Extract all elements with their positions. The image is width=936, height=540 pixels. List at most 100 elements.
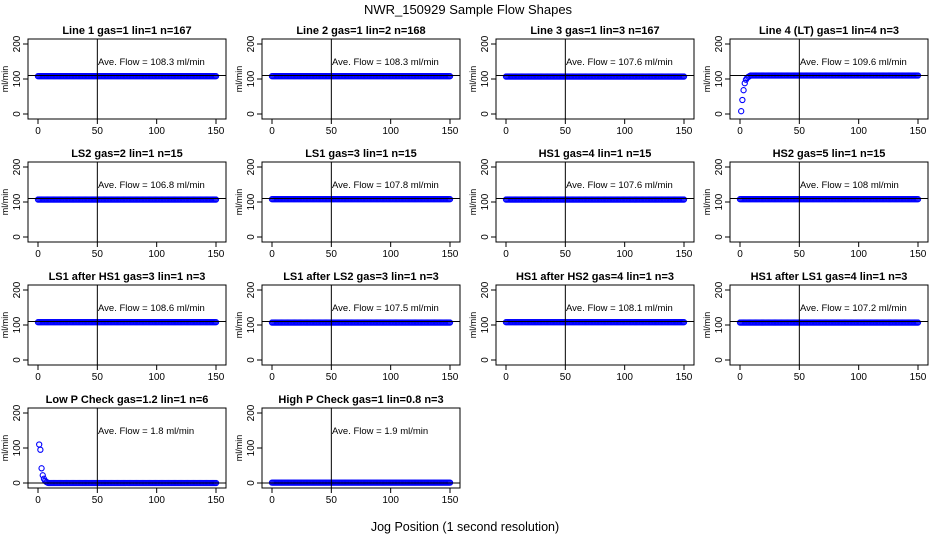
panel-title: HS2 gas=5 lin=1 n=15	[773, 148, 886, 160]
x-tick-label: 50	[92, 495, 104, 506]
panel-title: HS1 gas=4 lin=1 n=15	[539, 148, 652, 160]
y-axis-label: ml/min	[234, 66, 244, 93]
data-points	[36, 441, 220, 487]
average-flow-annotation: Ave. Flow = 107.5 ml/min	[332, 303, 439, 314]
x-tick-label: 50	[794, 372, 806, 383]
y-tick-label: 0	[714, 234, 725, 240]
data-point	[38, 465, 45, 472]
data-point	[212, 196, 220, 203]
data-point	[680, 319, 688, 326]
data-points	[502, 196, 688, 203]
y-tick-label: 0	[12, 480, 23, 486]
y-axis-label: ml/min	[0, 312, 10, 339]
chart-panel-2: Line 2 gas=1 lin=2 n=168 0 50 100 150 0 100 200…	[234, 25, 461, 137]
panel-title: LS1 after LS2 gas=3 lin=1 n=3	[283, 271, 439, 283]
chart-panel-12: HS1 after LS1 gas=4 lin=1 n=3 0 50 100 150 0 1…	[702, 271, 929, 383]
x-tick-label: 50	[794, 249, 806, 260]
y-tick-label: 100	[246, 439, 257, 456]
panel-title: LS2 gas=2 lin=1 n=15	[71, 148, 183, 160]
x-tick-label: 50	[92, 249, 104, 260]
chart-panel-13: Low P Check gas=1.2 lin=1 n=6 0 50 100 150 0 1…	[0, 394, 227, 506]
y-tick-label: 200	[714, 158, 725, 175]
y-tick-label: 200	[246, 404, 257, 421]
chart-panel-4: Line 4 (LT) gas=1 lin=4 n=3 0 50 100 150 0 100…	[702, 25, 929, 137]
x-tick-label: 150	[442, 249, 459, 260]
y-tick-label: 0	[12, 111, 23, 117]
x-tick-label: 150	[442, 126, 459, 137]
y-axis-label: ml/min	[702, 189, 712, 216]
x-tick-label: 0	[503, 249, 509, 260]
y-tick-label: 0	[246, 357, 257, 363]
panel-title: Low P Check gas=1.2 lin=1 n=6	[46, 394, 209, 406]
average-flow-annotation: Ave. Flow = 1.9 ml/min	[332, 426, 428, 437]
data-point	[39, 472, 46, 479]
panel-title: Line 2 gas=1 lin=2 n=168	[296, 25, 425, 37]
y-tick-label: 100	[714, 193, 725, 210]
average-flow-annotation: Ave. Flow = 106.8 ml/min	[98, 180, 205, 191]
y-tick-label: 0	[714, 357, 725, 363]
y-tick-label: 200	[714, 281, 725, 298]
data-points	[738, 72, 922, 115]
data-point	[446, 73, 454, 80]
y-axis-label: ml/min	[702, 66, 712, 93]
panel-title: LS1 gas=3 lin=1 n=15	[305, 148, 417, 160]
x-tick-label: 150	[208, 249, 225, 260]
x-tick-label: 50	[560, 372, 572, 383]
y-tick-label: 100	[714, 316, 725, 333]
panel-title: LS1 after HS1 gas=3 lin=1 n=3	[49, 271, 206, 283]
x-tick-label: 50	[326, 249, 338, 260]
average-flow-annotation: Ave. Flow = 107.6 ml/min	[566, 57, 673, 68]
chart-panel-7: HS1 gas=4 lin=1 n=15 0 50 100 150 0 100 200 ml/m…	[468, 148, 695, 260]
x-tick-label: 100	[382, 372, 399, 383]
panel-title: HS1 after HS2 gas=4 lin=1 n=3	[516, 271, 674, 283]
panel-title: Line 4 (LT) gas=1 lin=4 n=3	[759, 25, 899, 37]
chart-panel-8: HS2 gas=5 lin=1 n=15 0 50 100 150 0 100 200 ml/m…	[702, 148, 929, 260]
data-point	[212, 73, 220, 80]
y-tick-label: 0	[480, 111, 491, 117]
data-point	[738, 108, 745, 115]
data-point	[740, 87, 747, 94]
chart-panel-1: Line 1 gas=1 lin=1 n=167 0 50 100 150 0 100 200…	[0, 25, 227, 137]
data-point	[680, 73, 688, 80]
chart-panel-11: HS1 after HS2 gas=4 lin=1 n=3 0 50 100 150 0 1…	[468, 271, 695, 383]
x-tick-label: 150	[910, 249, 927, 260]
x-tick-label: 100	[850, 249, 867, 260]
y-tick-label: 0	[714, 111, 725, 117]
y-tick-label: 100	[480, 193, 491, 210]
average-flow-annotation: Ave. Flow = 107.6 ml/min	[566, 180, 673, 191]
data-points	[736, 196, 922, 203]
average-flow-annotation: Ave. Flow = 108.1 ml/min	[566, 303, 673, 314]
x-tick-label: 100	[850, 372, 867, 383]
x-tick-label: 150	[676, 126, 693, 137]
chart-panel-6: LS1 gas=3 lin=1 n=15 0 50 100 150 0 100 200 ml/m…	[234, 148, 461, 260]
x-tick-label: 100	[382, 249, 399, 260]
data-points	[34, 73, 220, 80]
x-tick-label: 150	[910, 372, 927, 383]
y-tick-label: 0	[480, 234, 491, 240]
x-tick-label: 150	[442, 495, 459, 506]
y-axis-label: ml/min	[0, 435, 10, 462]
x-tick-label: 0	[35, 372, 41, 383]
y-tick-label: 200	[12, 158, 23, 175]
x-tick-label: 100	[850, 126, 867, 137]
average-flow-annotation: Ave. Flow = 108.3 ml/min	[98, 57, 205, 68]
data-points	[502, 73, 688, 80]
x-tick-label: 50	[794, 126, 806, 137]
y-tick-label: 0	[246, 480, 257, 486]
y-tick-label: 200	[12, 281, 23, 298]
data-point	[446, 319, 454, 326]
data-point	[446, 196, 454, 203]
x-tick-label: 150	[910, 126, 927, 137]
panel-title: Line 3 gas=1 lin=3 n=167	[530, 25, 659, 37]
y-tick-label: 200	[246, 281, 257, 298]
y-axis-label: ml/min	[0, 189, 10, 216]
average-flow-annotation: Ave. Flow = 109.6 ml/min	[800, 57, 907, 68]
panel-title: HS1 after LS1 gas=4 lin=1 n=3	[751, 271, 908, 283]
x-tick-label: 100	[148, 495, 165, 506]
panel-grid: Line 1 gas=1 lin=1 n=167 0 50 100 150 0 100 200…	[0, 25, 929, 506]
y-tick-label: 200	[480, 281, 491, 298]
y-tick-label: 200	[246, 35, 257, 52]
x-tick-label: 150	[208, 126, 225, 137]
chart-panel-3: Line 3 gas=1 lin=3 n=167 0 50 100 150 0 100 200…	[468, 25, 695, 137]
plot-frame	[261, 407, 461, 489]
